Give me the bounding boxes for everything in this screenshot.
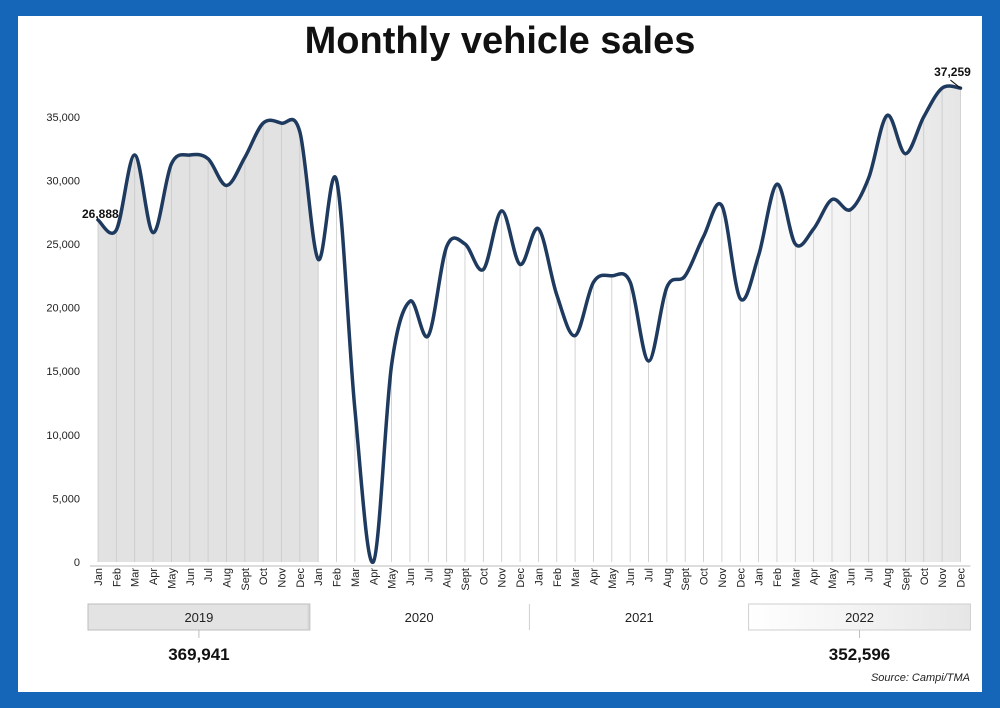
x-tick-label: Nov xyxy=(497,568,509,588)
x-tick-label: Apr xyxy=(588,568,600,585)
x-tick-label: Mar xyxy=(350,568,362,587)
x-tick-label: Aug xyxy=(221,568,233,588)
x-tick-label: Sept xyxy=(900,568,912,591)
x-tick-label: May xyxy=(607,568,619,589)
x-tick-label: May xyxy=(387,568,399,589)
x-tick-label: Oct xyxy=(919,568,931,585)
x-tick-label: Mar xyxy=(790,568,802,587)
x-tick-label: Jul xyxy=(423,568,435,582)
x-tick-label: Jun xyxy=(845,568,857,586)
x-tick-label: May xyxy=(166,568,178,589)
x-tick-label: Dec xyxy=(955,568,967,588)
x-tick-label: Jun xyxy=(405,568,417,586)
x-tick-label: Nov xyxy=(277,568,289,588)
x-tick-label: Sept xyxy=(680,568,692,591)
x-tick-label: Feb xyxy=(332,568,344,587)
source-note: Source: Campi/TMA xyxy=(870,672,970,684)
annotations: 26,888 37,259 xyxy=(82,65,971,221)
year-labels: 2019 2020 2021 2022 369,941 352,596 xyxy=(87,603,971,664)
x-tick-label: Oct xyxy=(699,568,711,585)
year-label: 2021 xyxy=(625,610,654,625)
x-tick-label: Jul xyxy=(644,568,656,582)
x-tick-label: Sept xyxy=(240,568,252,591)
x-tick-label: Nov xyxy=(717,568,729,588)
drop-lines xyxy=(97,88,961,562)
x-tick-label: Oct xyxy=(478,568,490,585)
x-tick-label: Aug xyxy=(882,568,894,588)
x-tick-label: Apr xyxy=(148,568,160,585)
year-shading xyxy=(98,85,961,563)
x-tick-label: Apr xyxy=(368,568,380,585)
y-tick-label: 0 xyxy=(74,557,80,569)
year-label: 2020 xyxy=(405,610,434,625)
y-tick-label: 25,000 xyxy=(46,239,80,251)
chart-title: Monthly vehicle sales xyxy=(304,20,696,62)
x-tick-label: Apr xyxy=(809,568,821,585)
x-tick-label: Dec xyxy=(295,568,307,588)
annotation-last-value: 37,259 xyxy=(934,65,971,79)
x-tick-label: Jun xyxy=(625,568,637,586)
x-tick-label: Jan xyxy=(313,568,325,586)
year-label: 2019 xyxy=(184,610,213,625)
x-tick-label: Nov xyxy=(937,568,949,588)
x-tick-label: Jan xyxy=(93,568,105,586)
x-axis: Jan Feb Mar Apr May Jun Jul Aug Sept Oct Nov Dec Jan… xyxy=(90,565,971,591)
sales-line-group xyxy=(96,84,963,564)
y-tick-label: 35,000 xyxy=(46,112,80,124)
y-tick-label: 10,000 xyxy=(46,430,80,442)
x-tick-label: Dec xyxy=(735,568,747,588)
x-tick-label: Oct xyxy=(258,568,270,585)
y-tick-label: 15,000 xyxy=(46,366,80,378)
x-tick-label: Aug xyxy=(442,568,454,588)
x-tick-label: May xyxy=(827,568,839,589)
year-total-label: 369,941 xyxy=(168,645,229,664)
x-tick-label: Jan xyxy=(754,568,766,586)
x-tick-label: Aug xyxy=(662,568,674,588)
annotation-first-value: 26,888 xyxy=(82,207,119,221)
x-tick-label: Feb xyxy=(552,568,564,587)
x-tick-label: Mar xyxy=(570,568,582,587)
x-tick-label: Dec xyxy=(515,568,527,588)
x-tick-label: Jan xyxy=(533,568,545,586)
annotation-leader xyxy=(950,79,961,89)
y-axis: 0 5,000 10,000 15,000 20,000 25,000 30,000 35,0… xyxy=(46,112,80,569)
x-tick-label: Sept xyxy=(460,568,472,591)
y-tick-label: 20,000 xyxy=(46,303,80,315)
x-tick-label: Jul xyxy=(864,568,876,582)
year-total-label: 352,596 xyxy=(829,645,890,664)
x-tick-label: Jun xyxy=(185,568,197,586)
y-tick-label: 5,000 xyxy=(52,493,80,505)
x-tick-label: Feb xyxy=(772,568,784,587)
x-tick-label: Jul xyxy=(203,568,215,582)
y-tick-label: 30,000 xyxy=(46,175,80,187)
x-tick-label: Mar xyxy=(130,568,142,587)
x-tick-label: Feb xyxy=(111,568,123,587)
year-label: 2022 xyxy=(845,610,874,625)
